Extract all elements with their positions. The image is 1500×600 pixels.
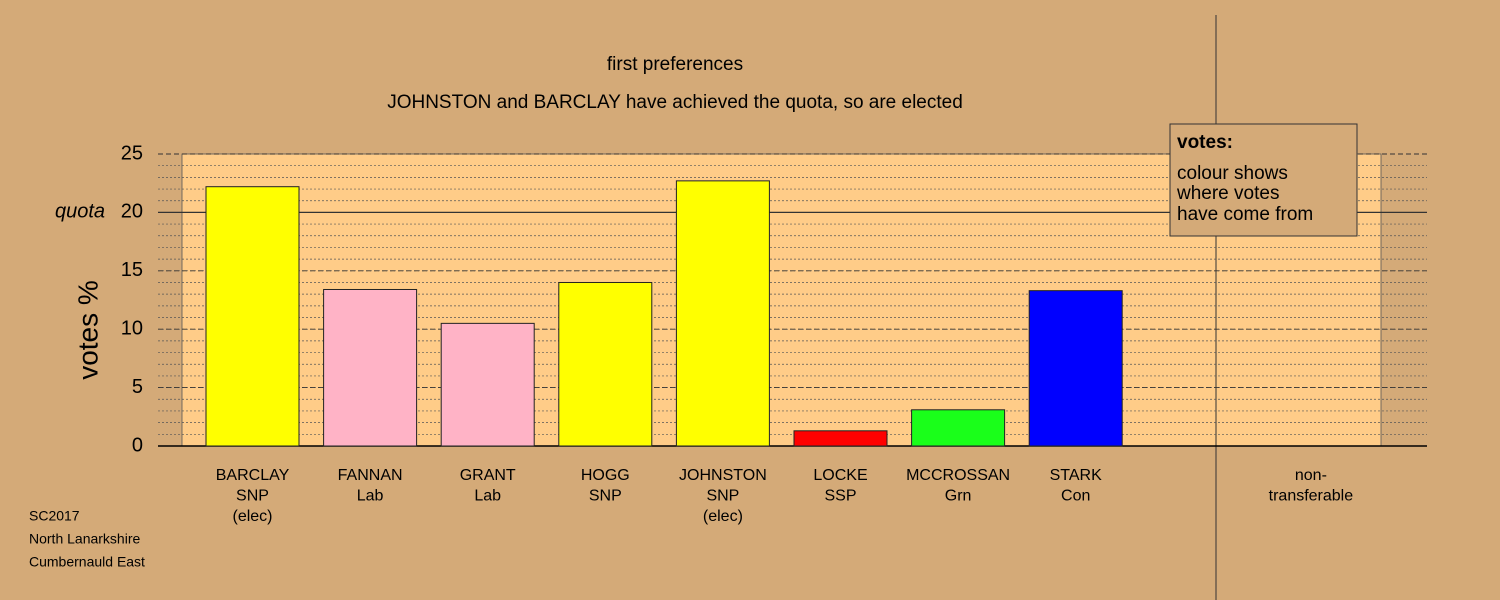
plot: 0 5 10 15 20 25 quota BARCLAY SNP (elec) FANNAN Lab… bbox=[55, 142, 1427, 525]
x-tick-label: SNP bbox=[236, 488, 269, 505]
y-tick-label: 10 bbox=[121, 317, 143, 339]
y-tick-label: 20 bbox=[121, 201, 143, 223]
legend-text: colour shows bbox=[1177, 163, 1288, 184]
x-tick-label: GRANT bbox=[460, 467, 516, 484]
bar bbox=[675, 180, 770, 447]
legend-title: votes: bbox=[1177, 132, 1233, 153]
legend-text: where votes bbox=[1176, 183, 1279, 204]
x-tick-label: Lab bbox=[357, 488, 384, 505]
bar bbox=[1028, 290, 1123, 447]
y-axis-label: votes % bbox=[72, 280, 103, 380]
x-tick-label: Lab bbox=[474, 488, 501, 505]
footer-text: North Lanarkshire bbox=[29, 531, 140, 547]
chart-title: first preferences bbox=[607, 54, 743, 75]
footer-text: Cumbernauld East bbox=[29, 554, 145, 570]
x-tick-label: LOCKE bbox=[813, 467, 867, 484]
bar bbox=[323, 288, 418, 447]
x-tick-label: SNP bbox=[589, 488, 622, 505]
x-tick-label: BARCLAY bbox=[216, 467, 290, 484]
x-tick-label: transferable bbox=[1269, 488, 1354, 505]
y-tick-label: 0 bbox=[132, 434, 143, 456]
x-tick-label: (elec) bbox=[232, 508, 272, 525]
bar bbox=[911, 409, 1006, 447]
x-tick-label: HOGG bbox=[581, 467, 630, 484]
bar bbox=[205, 186, 300, 447]
x-tick-label: MCCROSSAN bbox=[906, 467, 1010, 484]
y-tick-label: 5 bbox=[132, 376, 143, 398]
bar bbox=[793, 430, 888, 447]
bar bbox=[558, 281, 653, 447]
legend-text: have come from bbox=[1177, 204, 1313, 225]
chart-subtitle: JOHNSTON and BARCLAY have achieved the q… bbox=[387, 92, 963, 113]
x-tick-label: (elec) bbox=[703, 508, 743, 525]
quota-label: quota bbox=[55, 201, 105, 223]
footer-text: SC2017 bbox=[29, 508, 80, 524]
legend-box bbox=[1169, 123, 1358, 237]
x-tick-label: STARK bbox=[1050, 467, 1102, 484]
y-tick-label: 15 bbox=[121, 259, 143, 281]
x-tick-label: Con bbox=[1061, 488, 1090, 505]
x-tick-label: FANNAN bbox=[338, 467, 403, 484]
x-tick-label: JOHNSTON bbox=[679, 467, 767, 484]
y-tick-label: 25 bbox=[121, 142, 143, 164]
bar bbox=[440, 322, 535, 447]
x-tick-label: non- bbox=[1295, 467, 1327, 484]
x-tick-label: SNP bbox=[706, 488, 739, 505]
x-tick-label: Grn bbox=[945, 488, 972, 505]
x-tick-label: SSP bbox=[824, 488, 856, 505]
